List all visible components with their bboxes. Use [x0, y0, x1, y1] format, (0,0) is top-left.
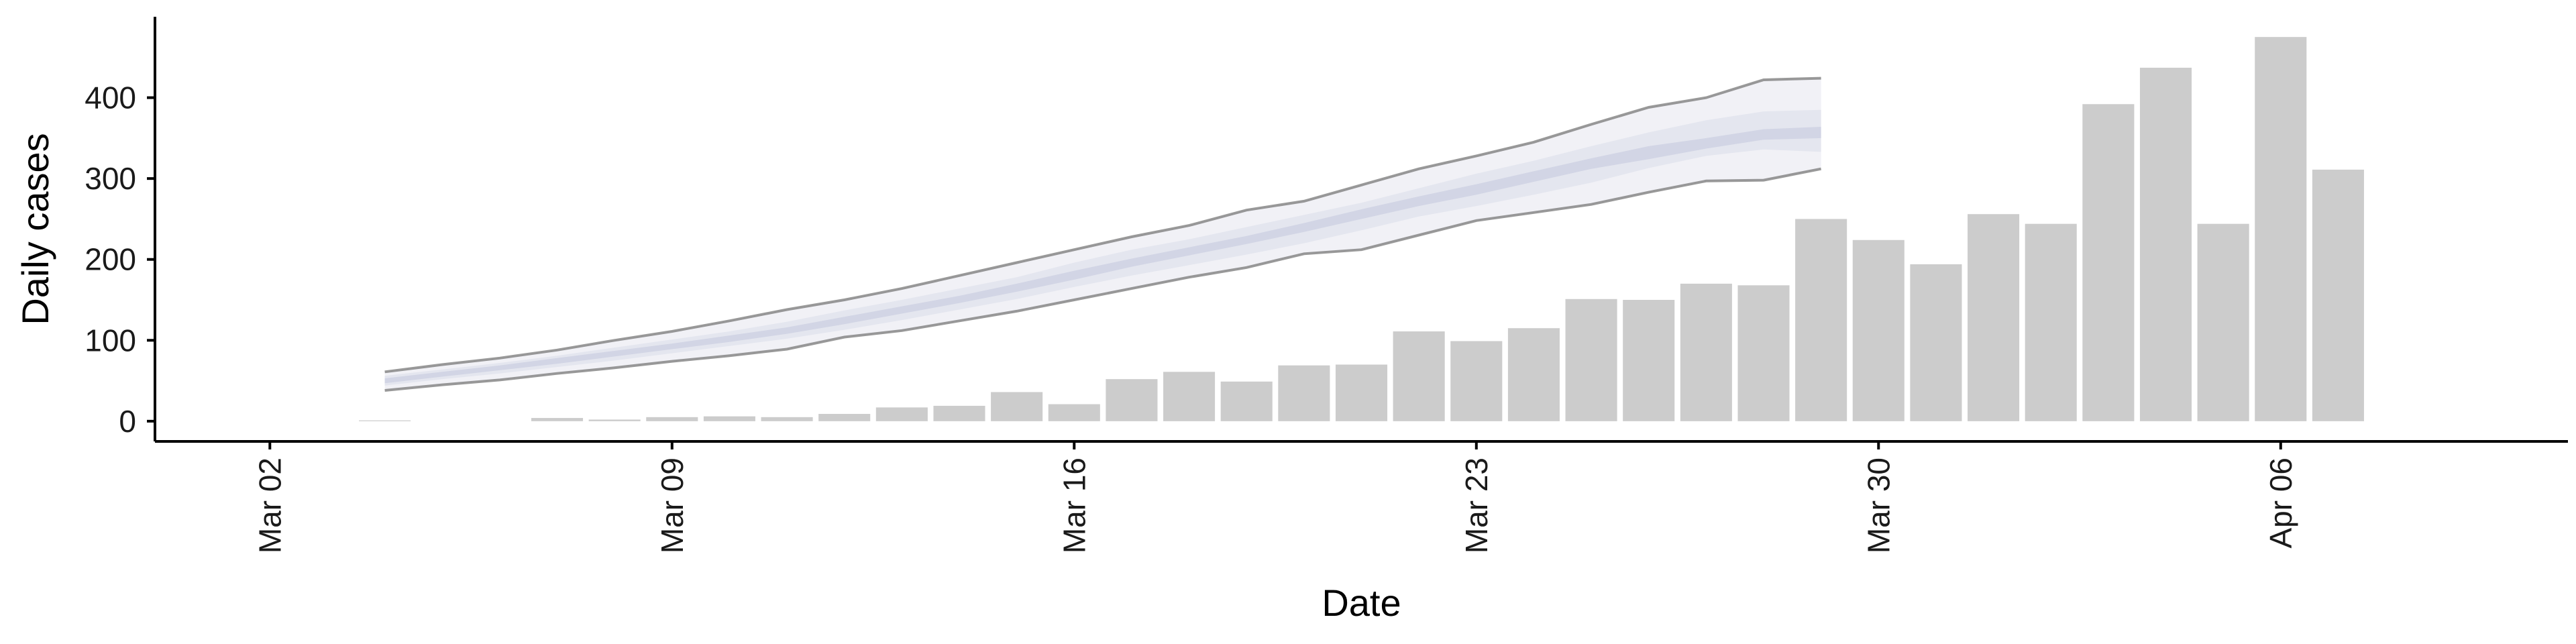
y-tick-label: 300 — [85, 161, 136, 196]
daily-cases-bar — [1163, 372, 1216, 421]
daily-cases-bar — [2139, 67, 2192, 421]
daily-cases-bar — [588, 419, 641, 421]
x-tick-label: Mar 09 — [655, 458, 690, 553]
y-tick-label: 200 — [85, 242, 136, 277]
daily-cases-bar — [2025, 223, 2077, 421]
daily-cases-bar — [531, 418, 584, 421]
daily-cases-bar — [1910, 264, 1962, 421]
estimate-outer-band — [384, 78, 1821, 390]
estimate-middle-band — [384, 109, 1821, 386]
daily-cases-bar — [1450, 341, 1503, 421]
daily-cases-bar — [646, 417, 698, 421]
estimate-inner-band — [384, 127, 1821, 384]
daily-cases-bar — [991, 392, 1043, 421]
daily-cases-bar — [1048, 404, 1100, 421]
estimate-bands-layer — [384, 76, 1821, 392]
daily-cases-bar — [1278, 365, 1330, 421]
daily-cases-bar — [1623, 300, 1675, 421]
daily-cases-bar — [1106, 379, 1158, 421]
daily-cases-bar — [1393, 331, 1445, 421]
x-tick-label: Apr 06 — [2263, 458, 2298, 549]
estimate-upper-line — [384, 76, 1821, 374]
estimate-lower-line — [384, 167, 1821, 392]
daily-cases-bar — [1737, 285, 1790, 421]
daily-cases-bar — [2312, 169, 2364, 421]
bars-layer — [359, 37, 2364, 421]
y-tick-label: 100 — [85, 323, 136, 358]
x-tick-label: Mar 23 — [1459, 458, 1494, 553]
axes-layer — [154, 17, 2568, 443]
daily-cases-bar — [761, 417, 813, 421]
y-tick-label: 400 — [85, 80, 136, 115]
daily-cases-bar — [1335, 364, 1388, 421]
x-axis-title: Date — [1322, 582, 1401, 624]
y-axis-title: Daily cases — [14, 133, 56, 325]
daily-cases-bar — [1795, 219, 1847, 421]
daily-cases-bar — [1852, 239, 1904, 421]
daily-cases-bar — [1565, 299, 1617, 421]
ticks-layer: 0 100 200 300 400 Mar 02 Mar 09 Mar 16 Mar 23 Mar… — [85, 80, 2298, 554]
daily-cases-bar — [818, 414, 871, 421]
daily-cases-bar — [1968, 214, 2020, 421]
daily-cases-bar — [703, 416, 755, 421]
daily-cases-bar — [2082, 104, 2135, 421]
daily-cases-bar — [875, 407, 928, 421]
x-tick-label: Mar 30 — [1861, 458, 1896, 553]
daily-cases-bar — [933, 405, 985, 421]
daily-cases-bar — [1680, 283, 1732, 421]
y-tick-label: 0 — [119, 404, 136, 439]
daily-cases-bar — [1507, 328, 1560, 421]
daily-cases-bar — [2197, 223, 2249, 421]
daily-cases-bar — [2255, 37, 2307, 421]
x-tick-label: Mar 16 — [1057, 458, 1091, 553]
x-tick-label: Mar 02 — [252, 458, 287, 553]
daily-cases-bar — [1220, 381, 1273, 421]
